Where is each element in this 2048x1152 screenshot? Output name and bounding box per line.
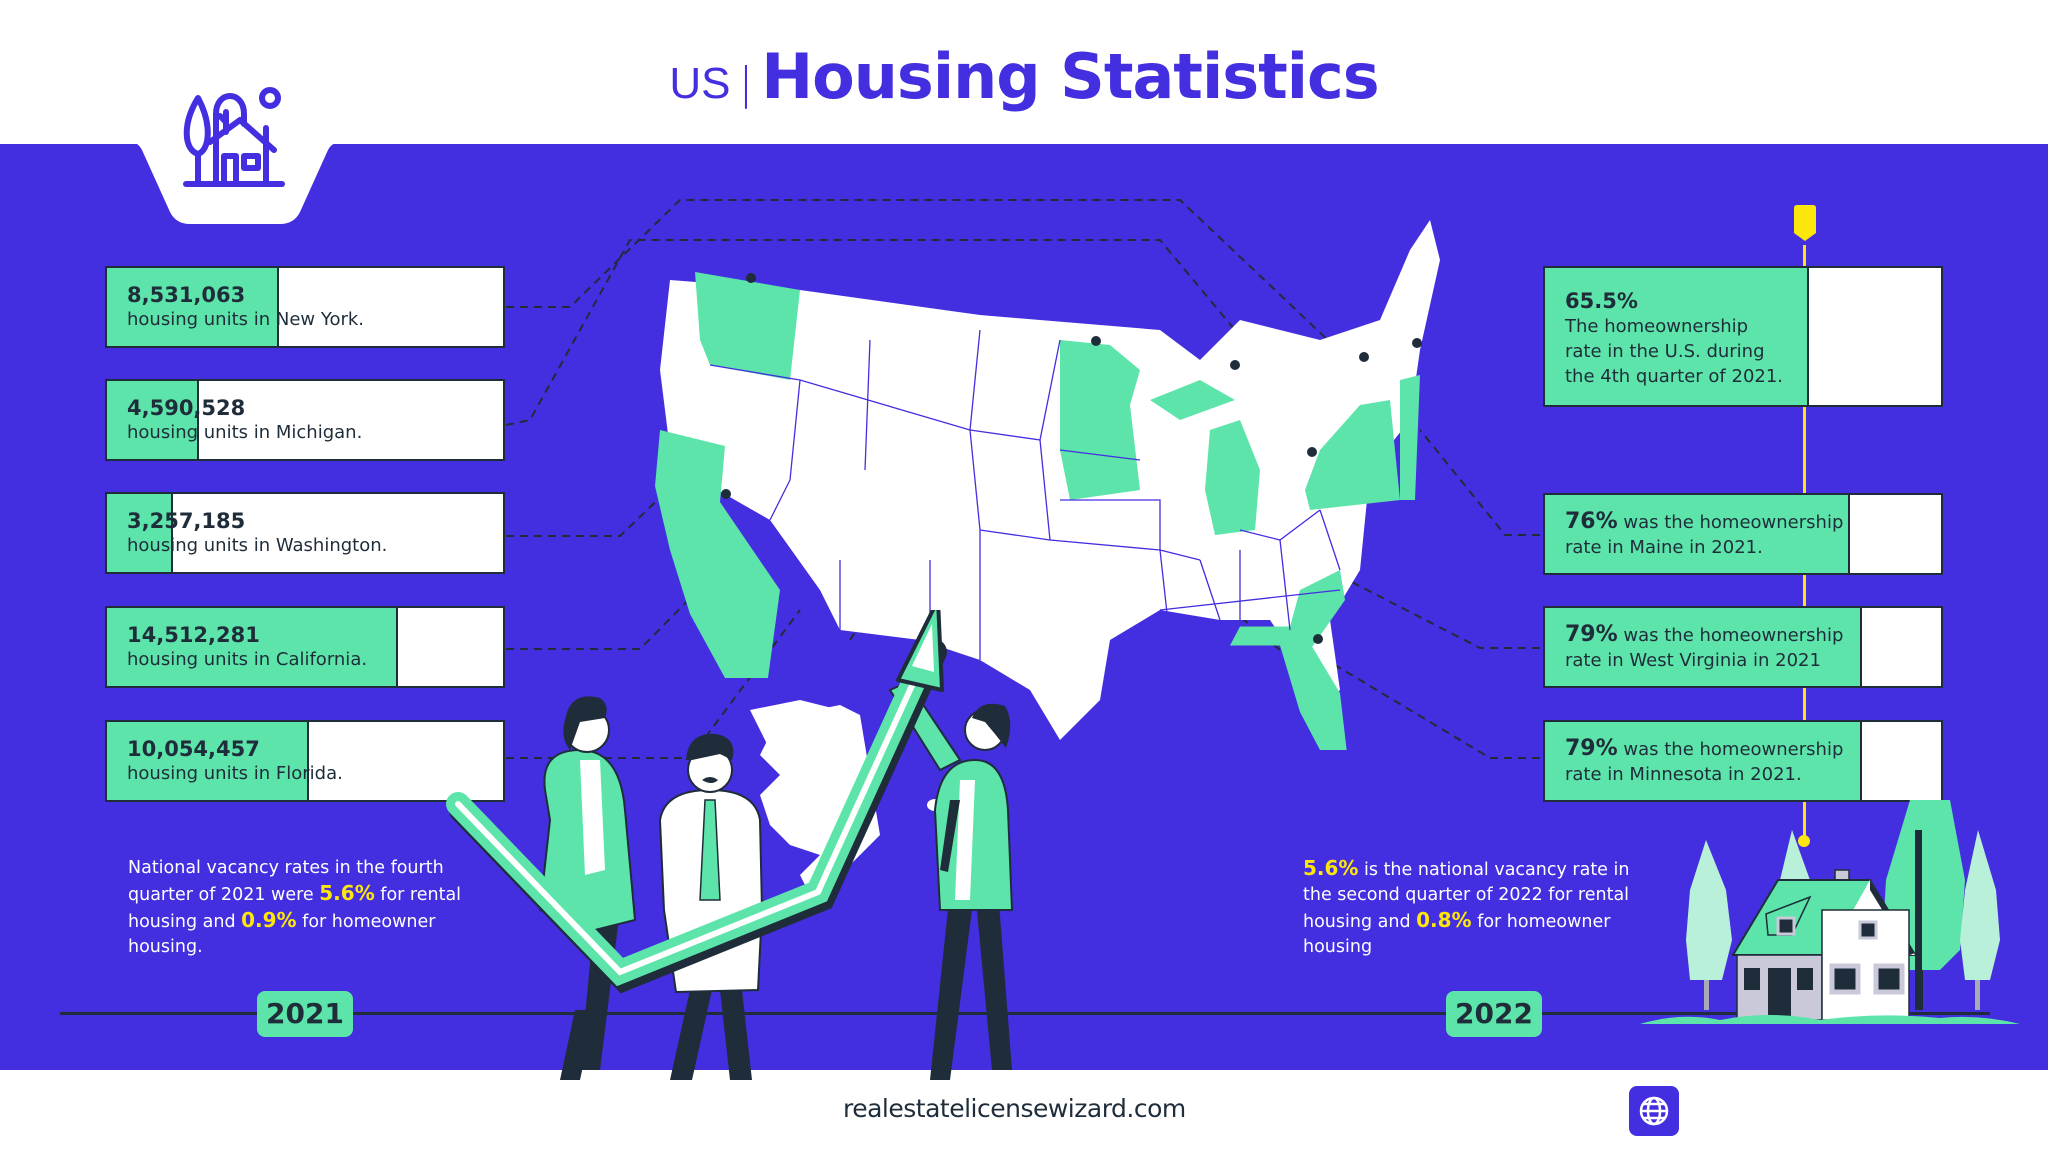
state-michigan — [1205, 420, 1260, 535]
person-mustache-man — [658, 733, 764, 1080]
stat-value: 4,590,528 — [127, 396, 246, 420]
stat-west-virginia-homeownership: 79% was the homeownership rate in West V… — [1543, 606, 1943, 688]
us-map — [655, 220, 1440, 750]
pin-marker-icon — [1794, 205, 1816, 241]
stat-us-homeownership: 65.5% The homeownership rate in the U.S.… — [1543, 266, 1943, 407]
stat-value: 10,054,457 — [127, 737, 260, 761]
stat-florida: 10,054,457 housing units in Florida. — [105, 720, 505, 802]
stat-description-line: rate in the U.S. during — [1565, 341, 1765, 362]
stat-bar-fill — [107, 381, 199, 459]
state-markers — [721, 273, 1422, 644]
stat-description: housing units in New York. — [127, 309, 365, 330]
people-with-growth-arrow-illustration — [446, 610, 1014, 1080]
tree-icon — [1960, 830, 2000, 1010]
stat-description: housing units in Florida. — [127, 763, 343, 784]
page-title: US | Housing Statistics — [0, 40, 2048, 113]
globe-icon — [1639, 1096, 1669, 1126]
vacancy-note-2021: National vacancy rates in the fourth qua… — [128, 858, 462, 957]
stat-washington: 3,257,185 housing units in Washington. — [105, 492, 505, 574]
state-washington — [695, 272, 800, 380]
highlighted-states — [655, 272, 1420, 750]
stat-bar-fill — [107, 722, 309, 800]
stat-value: 76% — [1565, 509, 1618, 534]
stat-description: was the homeownership — [1617, 512, 1844, 533]
vacancy-note-2022: 5.6% is the national vacancy rate in the… — [1303, 856, 1630, 957]
house-with-trees-icon — [183, 87, 285, 187]
timeline-line — [60, 1012, 1990, 1015]
title-main: Housing Statistics — [761, 40, 1379, 113]
stat-california: 14,512,281 housing units in California. — [105, 606, 505, 688]
rental-vacancy-2021: 5.6% — [319, 881, 375, 905]
stat-bar-fill — [107, 608, 398, 686]
state-maine-nh — [1400, 375, 1420, 500]
stat-bar-fill — [1545, 495, 1850, 573]
stat-bar-fill — [107, 268, 279, 346]
state-borders — [709, 329, 1341, 660]
state-michigan-up — [1150, 380, 1235, 420]
homeowner-vacancy-2022: 0.8% — [1416, 908, 1472, 932]
state-florida — [1230, 626, 1347, 750]
stat-value: 79% — [1565, 736, 1618, 761]
stat-description-line: the 4th quarter of 2021. — [1565, 366, 1784, 387]
growth-arrow-icon — [446, 610, 947, 994]
globe-button[interactable] — [1629, 1086, 1679, 1136]
stat-value: 14,512,281 — [127, 623, 260, 647]
state-new-york — [1305, 400, 1400, 510]
state-california — [655, 430, 780, 678]
stat-description: was the homeownership — [1617, 739, 1844, 760]
pin-dot — [1798, 835, 1810, 847]
stat-value: 3,257,185 — [127, 509, 246, 533]
state-minnesota — [1060, 340, 1140, 500]
stat-description: housing units in Washington. — [127, 535, 388, 556]
person-man-reaching — [888, 680, 1014, 1080]
stat-maine-homeownership: 76% was the homeownership rate in Maine … — [1543, 493, 1943, 575]
tree-icon — [1686, 840, 1732, 1010]
stat-value: 8,531,063 — [127, 283, 246, 307]
stat-bar-fill — [1545, 608, 1862, 686]
stat-minnesota-homeownership: 79% was the homeownership rate in Minnes… — [1543, 720, 1943, 802]
stat-description: was the homeownership — [1617, 625, 1844, 646]
stat-description-line: rate in Minnesota in 2021. — [1565, 764, 1802, 785]
house-illustration — [1640, 800, 2020, 1024]
year-badge-2022: 2022 — [1446, 991, 1542, 1037]
stat-bar-fill — [107, 494, 173, 572]
stat-description-line: rate in West Virginia in 2021 — [1565, 650, 1821, 671]
stat-bar-fill — [1545, 722, 1862, 800]
stat-bar-fill — [1545, 268, 1809, 405]
stat-michigan: 4,590,528 housing units in Michigan. — [105, 379, 505, 461]
stat-value: 65.5% — [1565, 289, 1638, 313]
title-separator: | — [738, 58, 754, 109]
stat-description-line: rate in Maine in 2021. — [1565, 537, 1763, 558]
stat-new-york: 8,531,063 housing units in New York. — [105, 266, 505, 348]
person-woman — [538, 696, 637, 1080]
stat-description: housing units in California. — [127, 649, 368, 670]
rental-vacancy-2022: 5.6% — [1303, 856, 1359, 880]
homeowner-vacancy-2021: 0.9% — [241, 908, 297, 932]
year-badge-2021: 2021 — [257, 991, 353, 1037]
stat-value: 79% — [1565, 622, 1618, 647]
stat-description: housing units in Michigan. — [127, 422, 363, 443]
title-prefix: US — [669, 59, 731, 108]
footer-website-link[interactable]: realestatelicensewizard.com — [843, 1094, 1186, 1123]
stat-description-line: The homeownership — [1565, 316, 1749, 337]
